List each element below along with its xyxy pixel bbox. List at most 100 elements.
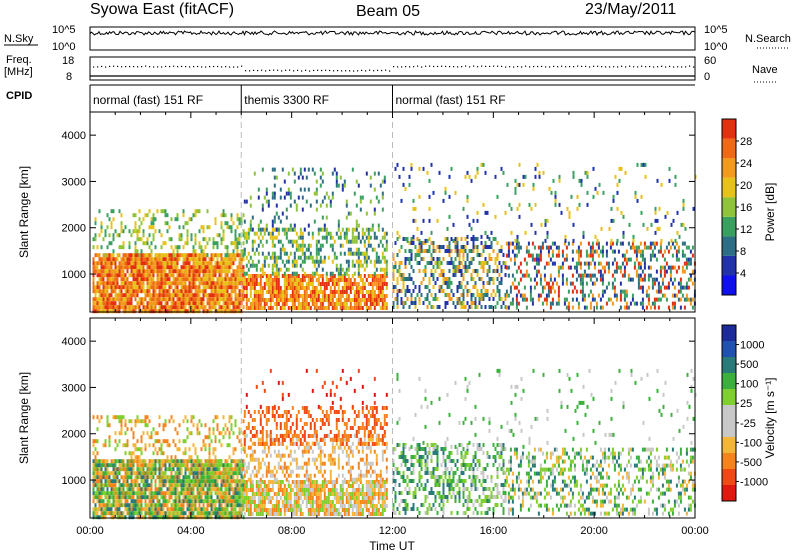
range-gate-cell	[114, 281, 117, 286]
range-gate-cell	[454, 269, 457, 273]
range-gate-cell	[522, 174, 525, 179]
range-gate-cell	[142, 475, 145, 480]
range-gate-cell	[550, 190, 553, 195]
range-gate-cell	[315, 271, 318, 276]
range-gate-cell	[269, 290, 272, 294]
range-gate-cell	[285, 231, 288, 236]
range-gate-cell	[154, 301, 157, 306]
range-gate-cell	[212, 293, 215, 298]
range-gate-cell	[299, 286, 302, 290]
nave-point	[485, 65, 487, 68]
range-gate-cell	[677, 297, 680, 302]
range-gate-cell	[333, 278, 336, 282]
range-gate-cell	[120, 475, 123, 480]
range-gate-cell	[154, 297, 157, 302]
range-gate-cell	[394, 166, 397, 171]
range-gate-cell	[293, 255, 296, 260]
range-gate-cell	[511, 273, 514, 278]
range-gate-cell	[516, 182, 519, 187]
range-gate-cell	[108, 479, 111, 484]
range-gate-cell	[96, 467, 99, 472]
range-gate-cell	[114, 507, 117, 512]
range-gate-cell	[551, 285, 554, 290]
range-gate-cell	[428, 194, 431, 199]
range-gate-cell	[257, 187, 260, 192]
nave-point	[321, 69, 323, 72]
range-gate-cell	[245, 294, 248, 298]
range-gate-cell	[243, 274, 246, 278]
range-gate-cell	[128, 309, 131, 314]
range-gate-cell	[122, 467, 125, 472]
range-gate-cell	[381, 278, 384, 282]
range-gate-cell	[112, 305, 115, 310]
range-gate-cell	[126, 305, 129, 310]
range-gate-cell	[118, 471, 121, 476]
range-gate-cell	[160, 257, 163, 262]
range-gate-cell	[224, 285, 227, 290]
range-gate-cell	[134, 305, 137, 310]
range-gate-cell	[118, 459, 121, 464]
range-gate-cell	[259, 282, 262, 286]
range-gate-cell	[196, 305, 199, 310]
range-gate-cell	[206, 515, 209, 520]
range-gate-cell	[333, 255, 336, 260]
range-gate-cell	[224, 459, 227, 464]
range-gate-cell	[593, 261, 596, 266]
range-gate-cell	[337, 267, 340, 272]
range-gate-cell	[385, 294, 388, 298]
range-gate-cell	[377, 227, 380, 232]
range-gate-cell	[180, 459, 183, 464]
range-gate-cell	[160, 511, 163, 516]
range-gate-cell	[367, 227, 370, 232]
range-gate-cell	[361, 282, 364, 286]
range-gate-cell	[269, 294, 272, 298]
range-gate-cell	[283, 286, 286, 290]
range-gate-cell	[122, 245, 125, 250]
range-gate-cell	[537, 257, 540, 262]
range-gate-cell	[192, 475, 195, 480]
range-gate-cell	[136, 257, 139, 262]
nave-point	[349, 70, 351, 72]
nave-point	[457, 66, 459, 68]
range-gate-cell	[621, 273, 624, 278]
range-gate-cell	[337, 271, 340, 276]
range-gate-cell	[96, 507, 99, 512]
range-gate-cell	[234, 273, 237, 278]
colorbar-tick-label: 4	[740, 268, 746, 280]
range-gate-cell	[102, 281, 105, 286]
range-gate-cell	[226, 269, 229, 274]
range-gate-cell	[311, 255, 314, 260]
range-gate-cell	[198, 495, 201, 500]
range-gate-cell	[592, 166, 595, 171]
range-gate-cell	[285, 259, 288, 264]
range-gate-cell	[593, 265, 596, 270]
range-gate-cell	[412, 237, 415, 241]
range-gate-cell	[601, 281, 604, 286]
range-gate-cell	[601, 265, 604, 270]
range-gate-cell	[94, 511, 97, 516]
range-gate-cell	[345, 267, 348, 272]
range-gate-cell	[379, 278, 382, 282]
range-gate-cell	[243, 199, 246, 204]
range-gate-cell	[329, 199, 332, 204]
range-gate-cell	[154, 269, 157, 274]
range-gate-cell	[623, 305, 626, 310]
range-gate-cell	[506, 182, 509, 187]
range-gate-cell	[204, 475, 207, 480]
range-gate-cell	[587, 261, 590, 266]
range-gate-cell	[162, 491, 165, 496]
range-gate-cell	[656, 226, 659, 231]
range-gate-cell	[504, 293, 507, 297]
range-gate-cell	[216, 241, 219, 246]
range-gate-cell	[214, 515, 217, 520]
range-gate-cell	[621, 241, 624, 246]
range-gate-cell	[204, 309, 207, 314]
range-gate-cell	[100, 305, 103, 310]
range-gate-cell	[683, 297, 686, 302]
range-gate-cell	[253, 231, 256, 236]
range-gate-cell	[112, 257, 115, 262]
range-gate-cell	[247, 278, 250, 282]
range-gate-cell	[206, 253, 209, 258]
range-gate-cell	[313, 294, 316, 298]
nave-point	[245, 70, 247, 72]
